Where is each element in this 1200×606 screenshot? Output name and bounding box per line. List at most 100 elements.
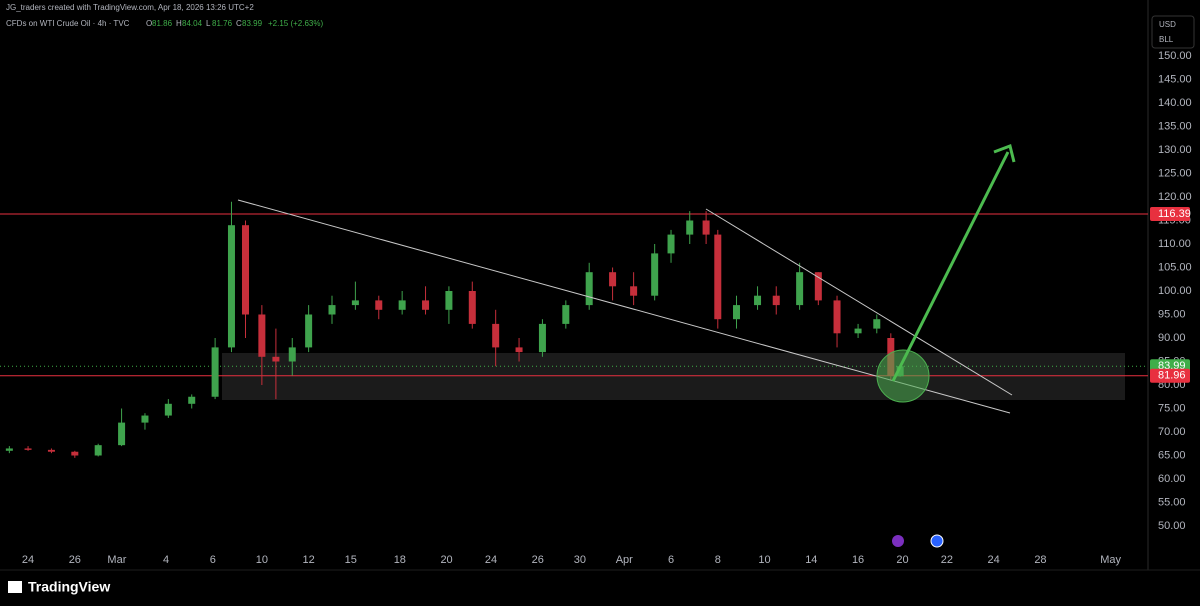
x-tick-label: 6: [668, 554, 674, 566]
price-tag: [1150, 206, 1190, 221]
currency-box[interactable]: [1151, 15, 1195, 49]
ohlc-label: L: [206, 19, 211, 28]
y-tick-label: 60.00: [1158, 473, 1186, 485]
candle-body: [5, 448, 13, 451]
candle-body: [667, 234, 675, 254]
candle-body: [833, 300, 841, 334]
candle-body: [241, 225, 249, 315]
y-tick-label: 125.00: [1158, 167, 1192, 179]
candle-body: [398, 300, 406, 310]
x-tick-label: 24: [22, 554, 34, 566]
candle-body: [702, 220, 710, 235]
price-tag: [1150, 368, 1190, 383]
candle-body: [328, 305, 336, 315]
y-tick-label: 100.00: [1158, 285, 1192, 297]
support-zone: [222, 353, 1125, 400]
candle-body: [227, 225, 235, 348]
symbol: CFDs on WTI Crude Oil · 4h · TVC: [6, 19, 130, 28]
y-tick-label: 120.00: [1158, 191, 1192, 203]
candle-body: [24, 448, 32, 450]
candle-body: [272, 356, 280, 362]
x-tick-label: 12: [303, 554, 315, 566]
x-tick-label: Apr: [616, 554, 633, 566]
x-tick-label: 16: [852, 554, 864, 566]
ohlc-value: 83.99: [242, 19, 263, 28]
y-tick-label: 90.00: [1158, 332, 1186, 344]
x-tick-label: 26: [69, 554, 81, 566]
target-arrow-head: [993, 144, 1016, 163]
x-tick-label: 22: [941, 554, 953, 566]
candle-body: [796, 272, 804, 306]
candle-body: [47, 449, 55, 452]
candle-body: [538, 323, 546, 353]
x-tick-label: 4: [163, 554, 169, 566]
candle-body: [288, 347, 296, 362]
candle-body: [873, 319, 881, 329]
x-tick-label: 30: [574, 554, 586, 566]
candle-body: [211, 347, 219, 397]
candle-body: [754, 295, 762, 306]
candle-body: [609, 272, 617, 287]
y-tick-label: 135.00: [1158, 120, 1192, 132]
candle-body: [714, 234, 722, 320]
candle-body: [630, 286, 638, 296]
candle-body: [585, 272, 593, 306]
candle-body: [814, 272, 822, 301]
candle-body: [422, 300, 430, 310]
ohlc-label: H: [176, 19, 182, 28]
candle-body: [71, 451, 79, 456]
x-tick-label: 10: [256, 554, 268, 566]
unit: BLL: [1159, 35, 1174, 44]
logo-icon: [8, 581, 22, 593]
y-tick-label: 130.00: [1158, 144, 1192, 156]
x-tick-label: 28: [1034, 554, 1046, 566]
currency: USD: [1159, 20, 1176, 29]
ohlc-label: O: [146, 19, 152, 28]
price-tag-label: 81.96: [1158, 370, 1186, 382]
candle-body: [94, 445, 102, 456]
candle-body: [468, 291, 476, 324]
y-tick-label: 70.00: [1158, 426, 1186, 438]
y-tick-label: 140.00: [1158, 97, 1192, 109]
y-tick-label: 65.00: [1158, 449, 1186, 461]
candle-body: [732, 305, 740, 320]
candle-body: [258, 314, 266, 357]
plot: [0, 201, 1148, 458]
event-icon: [892, 535, 904, 547]
candle-body: [772, 295, 780, 306]
x-tick-label: 20: [896, 554, 908, 566]
event-icon: [930, 534, 944, 548]
x-tick-label: May: [1100, 554, 1121, 566]
candle-body: [188, 396, 196, 404]
y-tick-label: 150.00: [1158, 50, 1192, 62]
x-tick-label: 24: [988, 554, 1000, 566]
credit: JG_traders created with TradingView.com,…: [6, 3, 254, 12]
x-tick-label: 10: [758, 554, 770, 566]
breakout-circle: [876, 349, 930, 403]
y-tick-label: 55.00: [1158, 496, 1186, 508]
y-tick-label: 50.00: [1158, 520, 1186, 532]
x-tick-label: 24: [485, 554, 497, 566]
change: +2.15 (+2.63%): [268, 19, 323, 28]
x-tick-label: 26: [532, 554, 544, 566]
candle-body: [686, 220, 694, 235]
ohlc-value: 81.86: [152, 19, 173, 28]
candle-body: [351, 300, 359, 306]
candle-body: [515, 347, 523, 353]
candle-body: [164, 403, 172, 416]
x-tick-label: 20: [440, 554, 452, 566]
candle-body: [305, 314, 313, 348]
candle-body: [651, 253, 659, 296]
y-tick-label: 105.00: [1158, 261, 1192, 273]
brand: TradingView: [28, 579, 110, 595]
y-tick-label: 145.00: [1158, 73, 1192, 85]
x-tick-label: 6: [210, 554, 216, 566]
x-tick-label: 15: [345, 554, 357, 566]
candle-body: [375, 300, 383, 310]
ohlc-value: 84.04: [182, 19, 203, 28]
y-tick-label: 75.00: [1158, 402, 1186, 414]
candle-body: [492, 323, 500, 348]
candle-body: [562, 305, 570, 324]
